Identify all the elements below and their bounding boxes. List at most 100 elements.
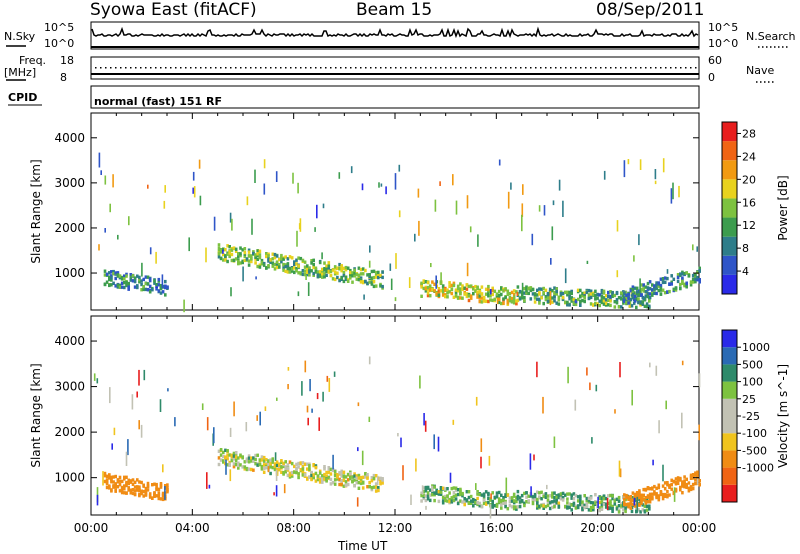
data-cell [574,506,578,510]
data-cell [146,288,150,292]
data-cell [278,265,281,269]
data-cell [637,297,640,301]
data-cell [346,279,350,283]
data-cell [609,295,612,299]
data-cell [645,497,649,502]
data-cell [644,290,648,294]
freq-dot [680,67,682,69]
freq-dot [565,67,567,69]
data-cell [344,483,348,488]
data-cell [372,269,376,273]
data-cell [129,273,133,277]
data-cell [676,478,680,482]
data-cell [510,299,514,304]
data-cell [536,293,539,297]
data-cell [617,510,621,514]
data-cell [465,287,469,291]
data-cell [465,294,469,299]
data-cell [480,505,484,509]
data-cell [607,291,610,295]
data-cell [687,486,691,490]
data-cell [260,455,264,459]
data-cell [340,474,343,478]
data-cell [506,298,510,302]
data-cell [652,459,654,466]
data-cell [262,470,266,474]
data-cell [655,286,658,290]
data-cell [449,472,452,483]
data-cell [576,495,580,499]
data-cell [222,258,225,262]
data-cell [633,497,636,506]
freq-dot [200,67,202,69]
data-cell [694,473,697,477]
freq-dot [500,67,502,69]
data-cell [648,507,651,511]
data-cell [683,483,686,487]
data-cell [136,391,138,398]
data-cell [566,497,569,501]
data-cell [346,478,350,482]
data-cell [450,498,454,502]
freq-dot [530,67,532,69]
data-cell [679,476,682,481]
data-cell [381,284,384,289]
data-cell [459,292,462,296]
freq-dot [410,67,412,69]
x-tick-label: 00:00 [74,521,109,535]
data-cell [245,422,248,432]
data-cell [692,244,694,251]
data-cell [504,295,507,300]
data-cell [659,283,663,288]
data-cell [338,278,341,283]
data-cell [183,299,185,313]
data-cell [594,501,597,505]
freq-dot [550,67,552,69]
data-cell [161,497,165,502]
data-cell [600,300,604,305]
data-cell [640,293,643,297]
data-cell [120,479,124,484]
data-cell [230,248,234,252]
data-cell [691,277,695,281]
data-cell [283,484,286,494]
data-cell [555,495,558,500]
data-cell [262,455,266,460]
data-cell [282,263,285,267]
freq-dot [630,67,632,69]
freq-dot [670,67,672,69]
data-cell [243,467,247,471]
data-cell [463,499,466,504]
data-cell [258,265,262,269]
data-cell [638,503,641,507]
data-cell [540,296,543,300]
data-cell [448,290,451,294]
data-cell [342,273,346,278]
data-cell [566,293,569,297]
data-cell [620,504,623,508]
data-cell [349,274,352,278]
freq-dot [145,67,147,69]
data-cell [585,502,589,506]
colorbar-segment [722,364,737,382]
freq-dot [300,67,302,69]
data-cell [461,500,464,504]
data-cell [234,257,238,261]
data-cell [508,299,512,303]
data-cell [142,277,145,282]
data-cell [250,254,253,258]
freq-dot [505,67,507,69]
data-cell [529,453,532,470]
data-cell [157,277,161,282]
data-cell [148,494,152,498]
data-cell [293,262,296,266]
data-cell [422,496,426,501]
data-cell [518,504,522,509]
data-cell [166,490,169,494]
data-cell [659,277,663,281]
data-cell [482,492,486,496]
data-cell [659,490,663,494]
data-cell [572,302,576,306]
data-cell [696,275,699,280]
data-cell [370,486,374,490]
